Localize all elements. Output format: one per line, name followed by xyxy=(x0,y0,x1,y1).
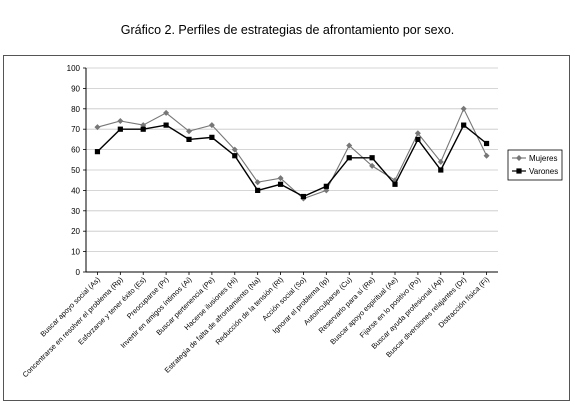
data-point-mujeres xyxy=(437,158,444,165)
data-point-mujeres xyxy=(208,122,215,129)
data-point-varones xyxy=(415,136,421,142)
y-tick-label: 0 xyxy=(76,268,81,277)
data-point-mujeres xyxy=(460,105,467,112)
series-line-varones xyxy=(96,124,488,198)
y-tick-label: 30 xyxy=(71,207,80,216)
data-point-varones xyxy=(232,153,238,159)
data-point-mujeres xyxy=(231,146,238,153)
y-tick-label: 20 xyxy=(71,227,80,236)
data-point-varones xyxy=(346,155,352,161)
data-point-varones xyxy=(392,181,398,187)
data-point-varones xyxy=(255,187,261,193)
data-point-mujeres xyxy=(254,179,261,186)
y-tick-label: 40 xyxy=(71,186,80,195)
data-point-varones xyxy=(300,193,307,200)
series-line-mujeres xyxy=(97,107,488,200)
data-point-mujeres xyxy=(163,109,170,116)
chart-caption: Gráfico 2. Perfiles de estrategias de af… xyxy=(120,23,455,37)
data-point-mujeres xyxy=(117,118,124,125)
x-tick-label: Concentrarse en resolver el problema (Rp… xyxy=(21,275,125,379)
data-point-varones xyxy=(323,183,329,189)
legend-label-mujeres: Mujeres xyxy=(529,154,557,163)
data-point-varones xyxy=(186,136,192,142)
chart-frame xyxy=(3,55,570,401)
y-tick-label: 80 xyxy=(71,105,80,114)
y-tick-label: 70 xyxy=(71,125,80,134)
data-point-varones xyxy=(277,181,284,187)
data-point-mujeres xyxy=(414,130,421,137)
y-tick-label: 50 xyxy=(71,166,80,175)
data-point-mujeres xyxy=(346,142,353,149)
legend-marker-varones xyxy=(516,168,522,174)
data-point-varones xyxy=(369,155,375,161)
y-tick-label: 100 xyxy=(67,64,81,73)
data-point-mujeres xyxy=(94,124,101,131)
data-point-mujeres xyxy=(277,175,284,182)
data-point-varones xyxy=(483,140,490,147)
y-tick-label: 60 xyxy=(71,146,80,155)
data-point-varones xyxy=(461,122,467,128)
data-point-varones xyxy=(163,122,169,128)
data-point-varones xyxy=(140,126,146,132)
data-point-varones xyxy=(438,167,444,173)
data-point-varones xyxy=(209,134,215,140)
legend-marker-mujeres xyxy=(516,155,522,161)
y-tick-label: 90 xyxy=(71,84,80,93)
data-point-varones xyxy=(94,149,101,155)
data-point-mujeres xyxy=(186,128,192,135)
data-point-mujeres xyxy=(483,152,490,159)
legend-label-varones: Varones xyxy=(529,167,558,176)
legend-box xyxy=(507,149,563,181)
y-tick-label: 10 xyxy=(71,248,80,257)
data-point-varones xyxy=(117,126,123,132)
data-point-mujeres xyxy=(369,162,376,169)
